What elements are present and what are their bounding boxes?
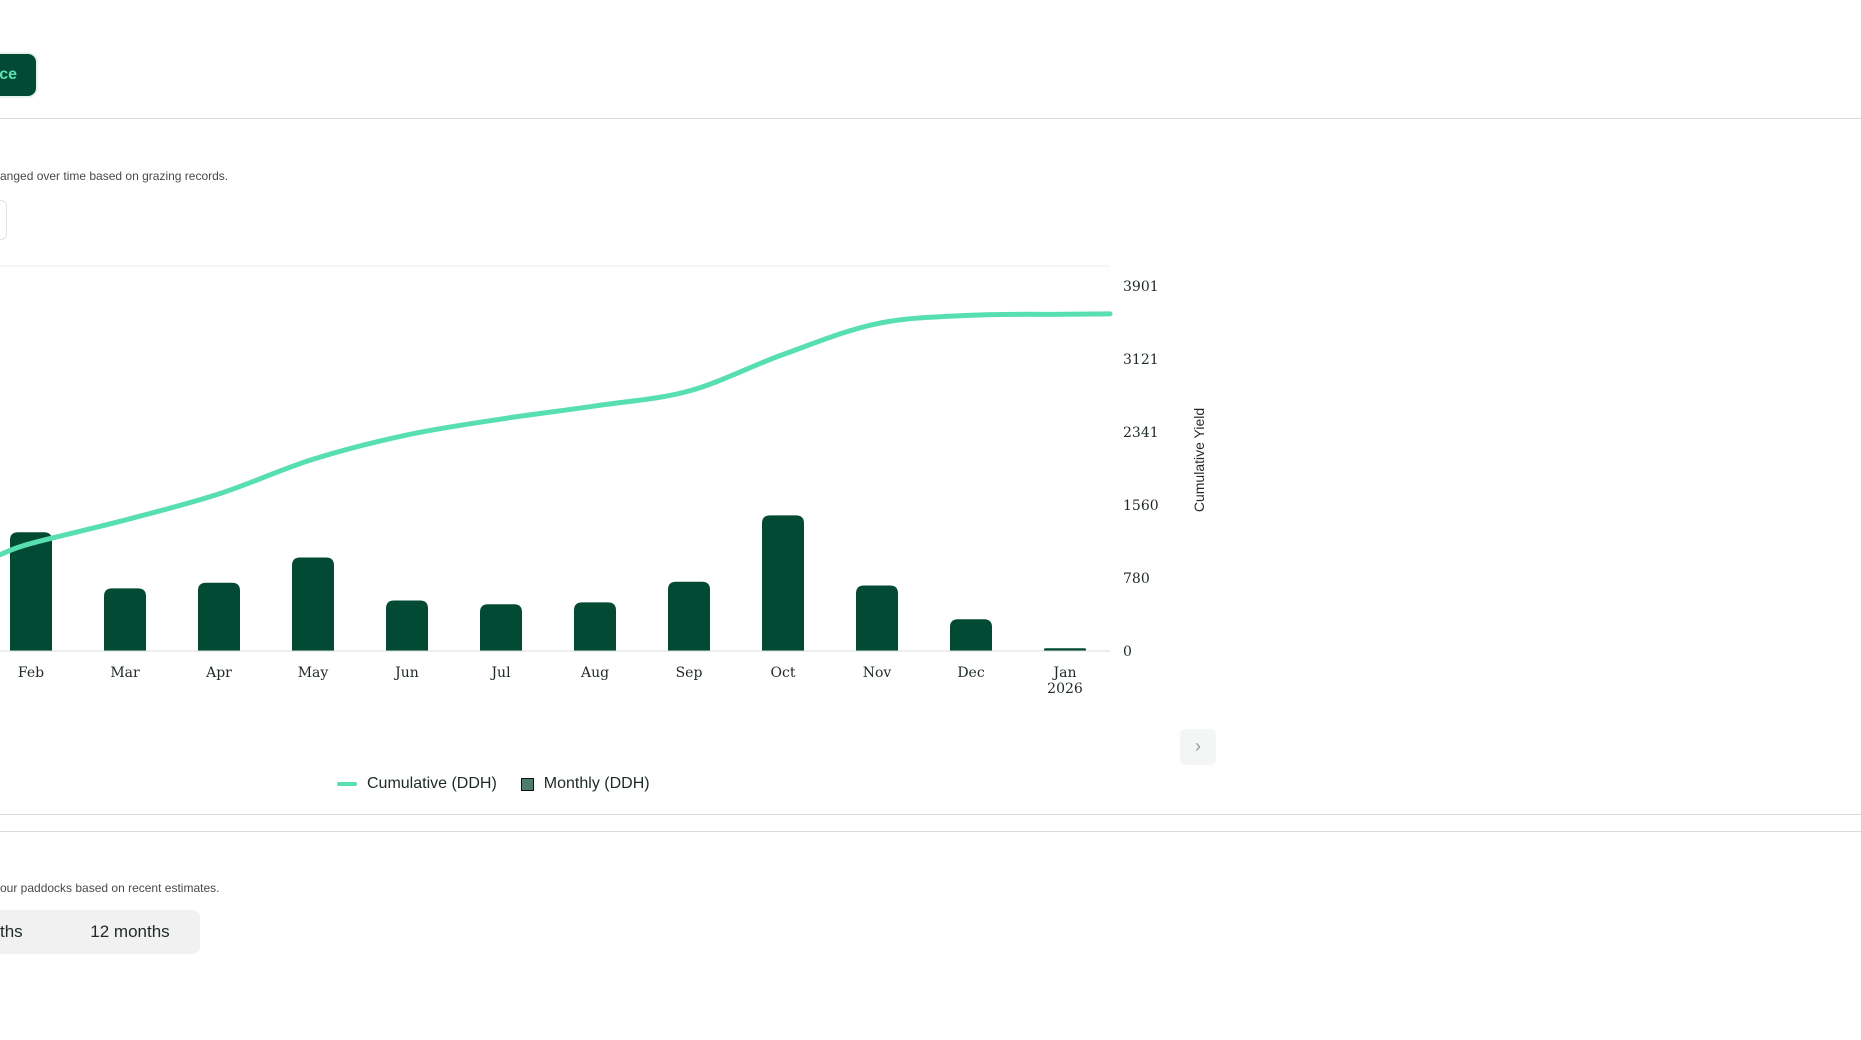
period-option[interactable]: ths [0,922,23,941]
divider [0,118,1861,119]
monthly-bar[interactable] [856,585,898,651]
legend-item-monthly[interactable]: Monthly (DDH) [520,775,650,793]
primary-action-button[interactable]: ce [0,54,36,96]
chart-legend: Cumulative (DDH) Monthly (DDH) [337,775,674,793]
x-tick-label: Apr [205,665,232,681]
x-tick-label: Jun [393,665,419,681]
y-tick-label: 2341 [1123,425,1159,441]
monthly-bar[interactable] [480,604,522,651]
monthly-bar[interactable] [386,600,428,651]
monthly-bar[interactable] [198,582,240,651]
line-swatch-icon [337,782,357,786]
monthly-bar[interactable] [762,515,804,651]
x-tick-label: Jul [489,665,511,681]
yield-chart: Feb Mar Apr May Jun Jul Aug Sep Oct Nov Dec Jan2026… [0,265,1207,697]
x-tick-label: Sep [676,665,703,681]
legend-label: Cumulative (DDH) [367,775,497,792]
yield-description: anged over time based on grazing records… [0,169,229,183]
legend-label: Monthly (DDH) [543,775,650,792]
forecast-description: our paddocks based on recent estimates. [0,881,220,895]
x-tick-label: Nov [863,665,892,681]
legend-item-cumulative[interactable]: Cumulative (DDH) [337,775,497,793]
y-tick-label: 780 [1123,571,1150,587]
x-tick-label: Oct [771,665,796,681]
divider [0,814,1861,815]
x-tick-label: Aug [580,665,609,681]
x-tick-label: Feb [18,665,44,681]
y-tick-label: 1560 [1123,498,1159,514]
monthly-bar[interactable] [104,588,146,651]
x-tick-label: May [298,665,329,681]
y-tick-label: 0 [1123,644,1132,660]
period-toggle: ths 12 months [0,910,200,954]
x-tick-label: Mar [110,665,140,681]
bar-swatch-icon [520,777,534,791]
x-tick-label: 2026 [1047,681,1083,697]
monthly-bar[interactable] [292,557,334,651]
monthly-bar[interactable] [574,602,616,651]
x-tick-label: Jan [1052,665,1077,681]
y-tick-label: 3121 [1123,352,1159,368]
chevron-right-icon: › [1195,736,1201,756]
next-page-button[interactable]: › [1180,729,1216,765]
x-tick-label: Dec [957,665,985,681]
period-option-12-months[interactable]: 12 months [90,922,170,941]
monthly-bar[interactable] [10,532,52,651]
divider [0,831,1861,832]
cumulative-line[interactable] [0,311,1113,558]
monthly-bar[interactable] [1044,648,1086,651]
monthly-bar[interactable] [950,619,992,651]
y-axis-title: Cumulative Yield [1191,408,1207,512]
y-tick-label: 3901 [1123,279,1159,295]
monthly-bar[interactable] [668,581,710,651]
